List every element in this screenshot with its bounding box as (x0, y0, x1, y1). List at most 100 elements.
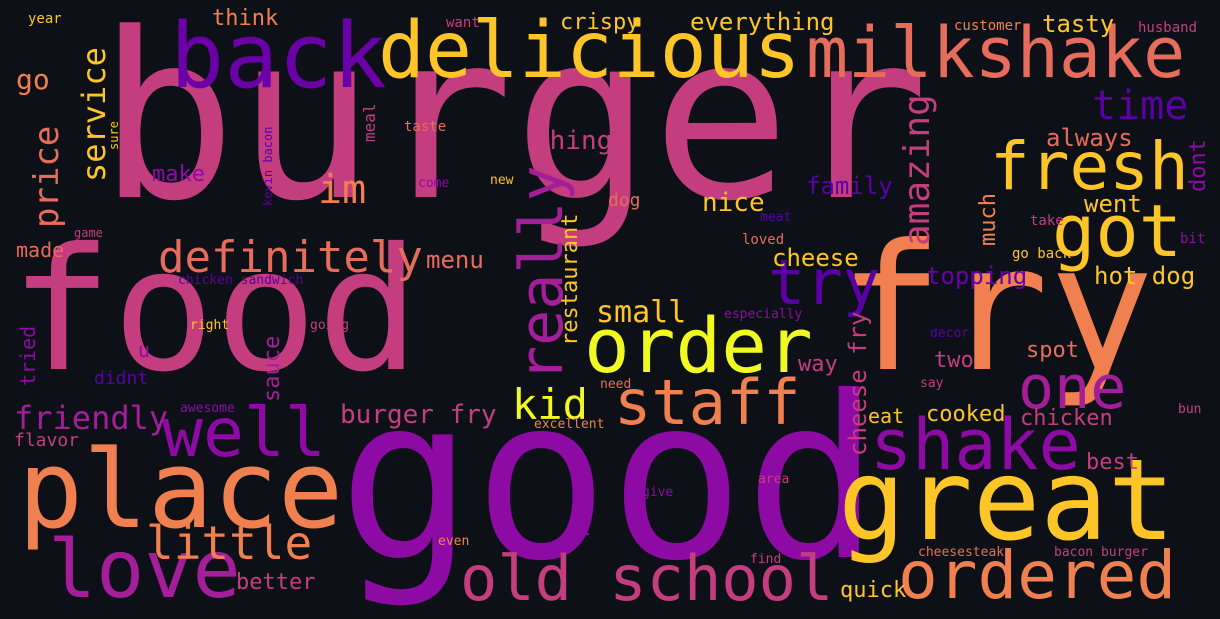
word-meat: meat (760, 210, 792, 225)
word-give: give (642, 485, 674, 500)
word-tried: tried (16, 325, 40, 386)
word-best: best (1086, 450, 1139, 475)
word-cooked: cooked (926, 402, 1006, 427)
word-nice: nice (702, 188, 765, 218)
word-definitely: definitely (158, 232, 423, 283)
word-service: service (75, 47, 113, 182)
word-price: price (27, 125, 67, 228)
word-come: come (418, 176, 450, 191)
word-taste: taste (404, 119, 447, 135)
word-restaurant: restaurant (558, 213, 583, 346)
word-food: food (10, 212, 420, 410)
word-decor: decor (930, 326, 970, 341)
word-even: even (438, 534, 470, 549)
word-little: little (146, 516, 313, 570)
word-tasty: tasty (1042, 10, 1115, 38)
word-much: much (976, 193, 1001, 246)
word-menu: menu (426, 246, 484, 274)
word-year: year (28, 11, 62, 27)
word-chicken: chicken (1020, 406, 1113, 431)
word-burger: burger (98, 0, 929, 252)
word-two: two (934, 348, 974, 373)
word-bacon-burger: bacon burger (1054, 545, 1148, 560)
word-bit: bit (1180, 231, 1206, 247)
word-crispy: crispy (560, 10, 640, 35)
word-first: first (570, 479, 594, 540)
word-im: im (318, 167, 367, 213)
word-make: make (152, 162, 205, 187)
word-friendly: friendly (14, 399, 169, 437)
word-shake: shake (870, 404, 1081, 486)
word-dog: dog (608, 190, 641, 211)
word-going: going (310, 318, 350, 333)
word-husband: husband (1138, 20, 1198, 36)
word-delicious: delicious (378, 6, 801, 96)
word-go: go (16, 63, 50, 96)
word-order: order (584, 301, 813, 390)
word-want: want (446, 15, 480, 31)
word-back: back (170, 4, 387, 109)
word-burger-fry: burger fry (340, 400, 497, 430)
word-area: area (758, 472, 790, 487)
word-love: love (48, 523, 241, 616)
word-place: place (18, 428, 344, 553)
word-small: small (596, 295, 687, 330)
word-right: right (190, 318, 230, 333)
word-kevin-bacon: kevin bacon (261, 126, 275, 206)
word-bun: bun (1178, 402, 1202, 417)
word-amazing: amazing (897, 94, 938, 246)
word-got: got (1052, 189, 1183, 273)
word-dont: dont (1186, 139, 1211, 192)
word-new: new (490, 173, 514, 188)
word-find: find (750, 552, 782, 567)
word-better: better (236, 570, 316, 595)
word-awesome: awesome (180, 401, 235, 416)
word-need: need (600, 377, 632, 392)
word-excellent: excellent (534, 417, 605, 432)
word-sure: sure (107, 121, 121, 150)
word-great: great (838, 436, 1176, 566)
word-didnt: didnt (94, 368, 149, 389)
word-staff: staff (614, 366, 801, 439)
word-always: always (1046, 124, 1133, 152)
word-hot-dog: hot dog (1094, 262, 1196, 290)
word-thing: thing (534, 126, 613, 156)
word-spot: spot (1026, 338, 1079, 363)
word-go-back: go back (1012, 246, 1072, 262)
word-ordered: ordered (898, 537, 1177, 614)
word-topping: topping (926, 262, 1028, 290)
word-especially: especially (724, 307, 803, 322)
word-say: say (920, 376, 944, 391)
word-family: family (806, 172, 893, 200)
word-cheesesteak: cheesesteak (918, 545, 1005, 560)
word-fry: fry (838, 208, 1155, 411)
word-sauce: sauce (260, 335, 285, 402)
word-kid: kid (512, 380, 588, 429)
word-way: way (798, 352, 838, 377)
word-try: try (768, 246, 880, 319)
word-meal: meal (360, 103, 379, 142)
word-think: think (212, 6, 279, 31)
word-eat: eat (868, 404, 905, 428)
word-made: made (16, 238, 65, 262)
word-flavor: flavor (14, 430, 80, 451)
word-game: game (74, 226, 103, 240)
word-take: take (1030, 213, 1064, 229)
word-fresh: fresh (990, 128, 1189, 205)
word-good: good (338, 349, 880, 611)
word-customer: customer (954, 18, 1022, 34)
word-old-school: old school (460, 542, 834, 615)
word-went: went (1084, 190, 1142, 218)
word-loved: loved (742, 232, 785, 248)
word-well: well (162, 394, 326, 473)
word-time: time (1092, 83, 1189, 129)
word-quick: quick (840, 578, 907, 603)
word-cheese: cheese (772, 244, 859, 272)
word-chicken-sandwich: chicken sandwich (178, 273, 304, 288)
word-u: u (138, 338, 151, 362)
word-everything: everything (690, 8, 835, 36)
word-cheese-fry: cheese fry (844, 311, 872, 457)
word-one: one (1018, 353, 1127, 423)
word-milkshake: milkshake (806, 12, 1186, 94)
